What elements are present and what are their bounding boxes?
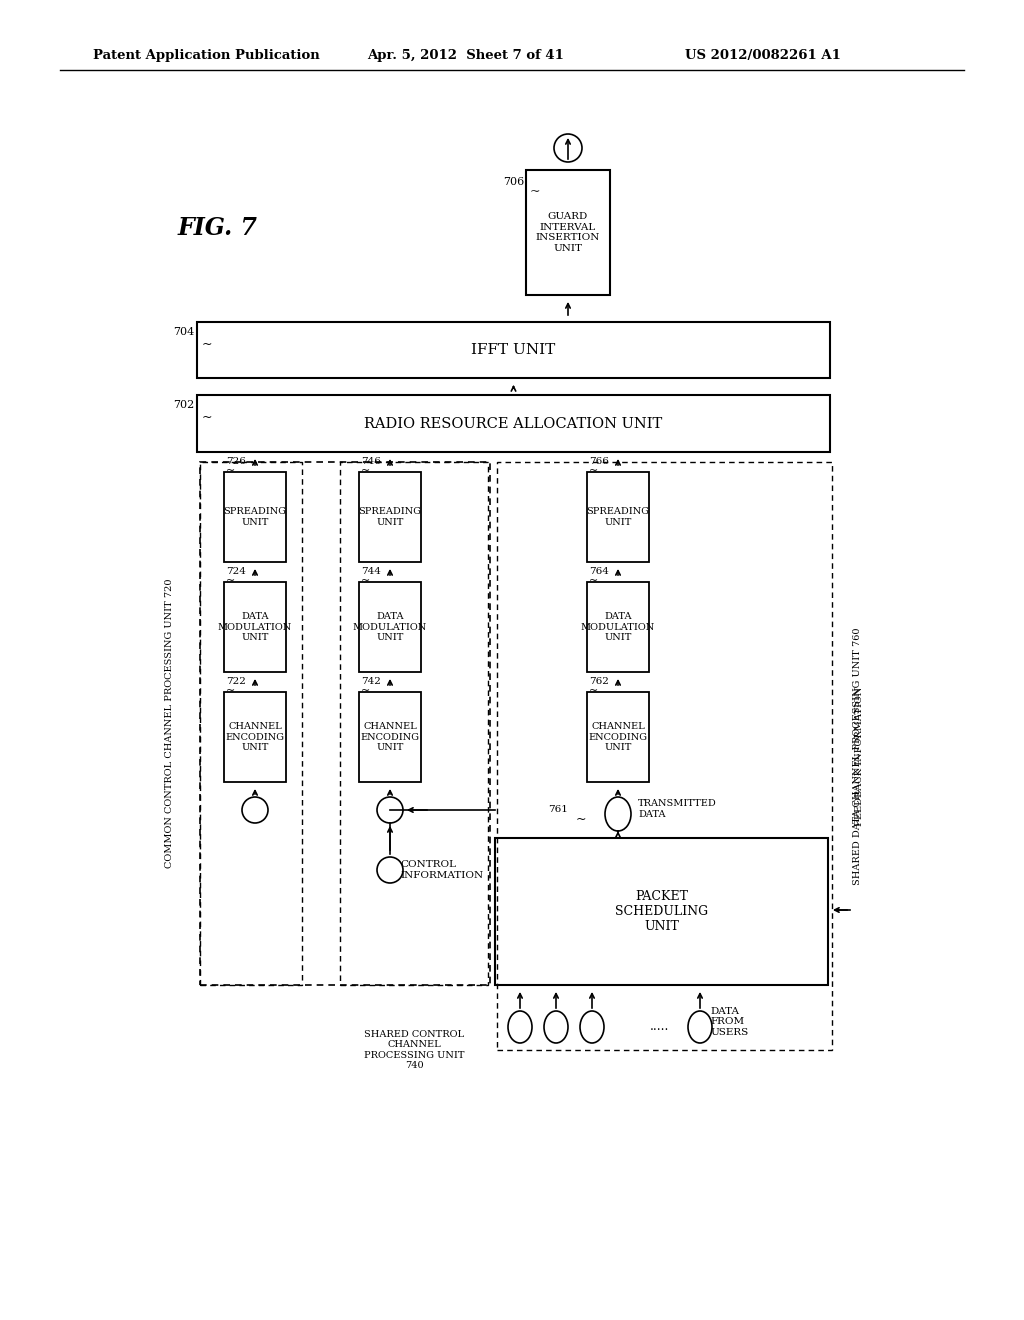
Ellipse shape: [605, 797, 631, 832]
Text: ~: ~: [202, 338, 213, 351]
Bar: [200, 462, 490, 985]
Circle shape: [554, 135, 582, 162]
Text: 744: 744: [361, 568, 381, 577]
Bar: [359, 692, 421, 781]
Text: SPREADING
UNIT: SPREADING UNIT: [587, 507, 649, 527]
Bar: [340, 462, 488, 985]
Text: ~: ~: [202, 411, 213, 424]
Bar: [587, 473, 649, 562]
Text: ~: ~: [575, 813, 587, 825]
Text: FEEDBACK INFORMATION: FEEDBACK INFORMATION: [855, 686, 864, 826]
Text: ~: ~: [530, 186, 541, 198]
Bar: [587, 692, 649, 781]
Text: SPREADING
UNIT: SPREADING UNIT: [358, 507, 422, 527]
Bar: [224, 473, 286, 562]
Text: DATA
MODULATION
UNIT: DATA MODULATION UNIT: [353, 612, 427, 642]
Text: IFFT UNIT: IFFT UNIT: [471, 343, 556, 356]
Text: ~: ~: [361, 466, 371, 477]
Text: SHARED DATA CHANNEL PROCESSING UNIT 760: SHARED DATA CHANNEL PROCESSING UNIT 760: [853, 627, 862, 884]
Text: RADIO RESOURCE ALLOCATION UNIT: RADIO RESOURCE ALLOCATION UNIT: [365, 417, 663, 430]
Text: SPREADING
UNIT: SPREADING UNIT: [223, 507, 287, 527]
Text: 702: 702: [173, 400, 194, 411]
Text: GUARD
INTERVAL
INSERTION
UNIT: GUARD INTERVAL INSERTION UNIT: [536, 213, 600, 252]
Text: 766: 766: [589, 458, 609, 466]
Bar: [587, 582, 649, 672]
Bar: [224, 582, 286, 672]
Text: ~: ~: [361, 686, 371, 696]
Text: Patent Application Publication: Patent Application Publication: [93, 49, 319, 62]
Text: US 2012/0082261 A1: US 2012/0082261 A1: [685, 49, 841, 62]
Ellipse shape: [508, 1011, 532, 1043]
Ellipse shape: [688, 1011, 712, 1043]
Ellipse shape: [544, 1011, 568, 1043]
Bar: [200, 462, 302, 985]
Text: PACKET
SCHEDULING
UNIT: PACKET SCHEDULING UNIT: [615, 890, 708, 933]
Circle shape: [242, 797, 268, 822]
Text: Apr. 5, 2012  Sheet 7 of 41: Apr. 5, 2012 Sheet 7 of 41: [367, 49, 564, 62]
Text: 761: 761: [548, 804, 568, 813]
Bar: [495, 838, 828, 985]
Text: COMMON CONTROL CHANNEL PROCESSING UNIT 720: COMMON CONTROL CHANNEL PROCESSING UNIT 7…: [166, 578, 174, 869]
Circle shape: [377, 797, 403, 822]
Bar: [526, 170, 610, 294]
Bar: [359, 582, 421, 672]
Text: .....: .....: [650, 1020, 670, 1034]
Ellipse shape: [580, 1011, 604, 1043]
Text: TRANSMITTED
DATA: TRANSMITTED DATA: [638, 800, 717, 818]
Bar: [197, 395, 830, 451]
Bar: [359, 473, 421, 562]
Text: 704: 704: [173, 327, 194, 337]
Text: CHANNEL
ENCODING
UNIT: CHANNEL ENCODING UNIT: [360, 722, 420, 752]
Text: CONTROL
INFORMATION: CONTROL INFORMATION: [400, 861, 483, 879]
Text: CHANNEL
ENCODING
UNIT: CHANNEL ENCODING UNIT: [589, 722, 647, 752]
Text: ~: ~: [589, 576, 598, 586]
Text: 762: 762: [589, 677, 609, 686]
Text: 764: 764: [589, 568, 609, 577]
Bar: [497, 462, 831, 1049]
Text: ~: ~: [589, 686, 598, 696]
Text: ~: ~: [226, 466, 236, 477]
Bar: [224, 692, 286, 781]
Bar: [197, 322, 830, 378]
Text: 726: 726: [226, 458, 246, 466]
Text: SHARED CONTROL
CHANNEL
PROCESSING UNIT
740: SHARED CONTROL CHANNEL PROCESSING UNIT 7…: [364, 1030, 464, 1071]
Text: 746: 746: [361, 458, 381, 466]
Text: 722: 722: [226, 677, 246, 686]
Text: 742: 742: [361, 677, 381, 686]
Text: CHANNEL
ENCODING
UNIT: CHANNEL ENCODING UNIT: [225, 722, 285, 752]
Text: 706: 706: [503, 177, 524, 187]
Text: ~: ~: [226, 576, 236, 586]
Text: ~: ~: [226, 686, 236, 696]
Text: FIG. 7: FIG. 7: [178, 216, 258, 240]
Circle shape: [377, 857, 403, 883]
Text: DATA
MODULATION
UNIT: DATA MODULATION UNIT: [218, 612, 292, 642]
Text: DATA
MODULATION
UNIT: DATA MODULATION UNIT: [581, 612, 655, 642]
Text: ~: ~: [589, 466, 598, 477]
Text: ~: ~: [361, 576, 371, 586]
Text: DATA
FROM
USERS: DATA FROM USERS: [710, 1007, 749, 1038]
Text: 724: 724: [226, 568, 246, 577]
